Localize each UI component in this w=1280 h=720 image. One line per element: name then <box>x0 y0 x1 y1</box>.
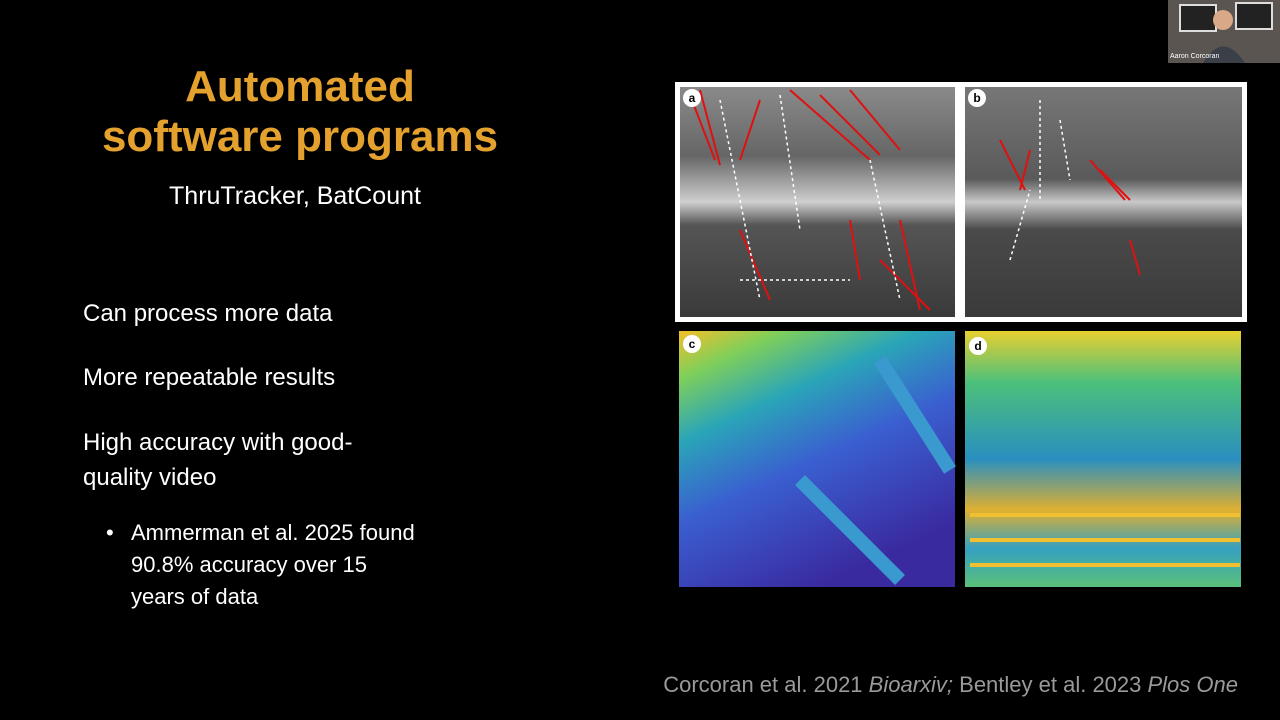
webcam-bg <box>1179 4 1217 32</box>
citation: Corcoran et al. 2021 Bioarxiv; Bentley e… <box>560 672 1238 698</box>
point-line: quality video <box>83 464 217 491</box>
tracks <box>719 94 1071 301</box>
point: Can process more data <box>83 296 332 331</box>
webcam-bg <box>1235 2 1273 30</box>
citation-part: Corcoran et al. 2021 <box>663 672 869 697</box>
sub-line: 90.8% accuracy over 15 <box>131 552 368 577</box>
panel-label: b <box>973 91 980 105</box>
title-line: Automated <box>185 62 415 111</box>
sub-line: years of data <box>131 584 259 609</box>
webcam-person <box>1203 46 1245 63</box>
structure <box>795 356 956 585</box>
citation-part: Bioarxiv; <box>868 672 954 697</box>
panel-labels: a b c d <box>689 91 982 353</box>
panel-label: c <box>689 337 696 351</box>
point-line: High accuracy with good- <box>83 429 353 456</box>
slide-title: Automated software programs <box>50 62 550 162</box>
panel-badges <box>683 89 987 355</box>
subtitle: ThruTracker, BatCount <box>169 182 421 210</box>
panel-label: a <box>689 91 696 105</box>
panel-image <box>965 87 1242 317</box>
citation-part: Plos One <box>1147 672 1239 697</box>
point: More repeatable results <box>83 360 335 395</box>
panel-image <box>965 331 1241 587</box>
webcam-name: Aaron Corcoran <box>1170 53 1220 60</box>
panel-image <box>680 87 955 317</box>
point-line: Can process more data <box>83 300 333 327</box>
citation-part: Bentley et al. 2023 <box>953 672 1148 697</box>
point-line: More repeatable results <box>83 364 336 391</box>
point: High accuracy with good- quality video <box>83 425 352 495</box>
bullet-dot: • <box>106 520 114 545</box>
webcam-person <box>1213 10 1233 30</box>
sub-line: Ammerman et al. 2025 found <box>131 520 415 545</box>
title-line: software programs <box>101 112 499 161</box>
tracks <box>689 89 1141 311</box>
structure <box>970 513 1240 567</box>
panel-label: d <box>974 339 981 353</box>
panel-image <box>679 331 955 587</box>
sub-point: Ammerman et al. 2025 found 90.8% accurac… <box>131 517 415 613</box>
